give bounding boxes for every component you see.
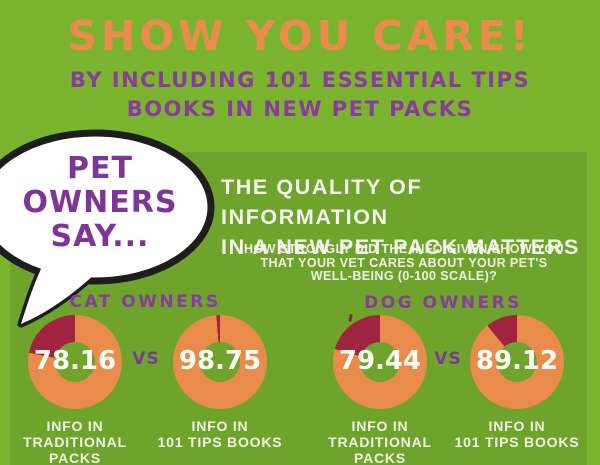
dog-traditional-donut-chart: 79.44 — [333, 315, 427, 409]
cat-owners-heading: CAT OWNERS — [69, 292, 221, 312]
cat-traditional-label: INFO IN TRADITIONAL PACKS — [23, 418, 127, 465]
speech-bubble-icon — [0, 129, 215, 328]
cat-tipsbook-label: INFO IN 101 TIPS BOOKS — [157, 418, 283, 450]
dog-traditional-score: 79.44 — [338, 346, 422, 376]
dog-tipsbook-label: INFO IN 101 TIPS BOOKS — [454, 418, 580, 450]
quality-heading: THE QUALITY OF INFORMATION IN A NEW PET … — [221, 175, 580, 259]
dog-tipsbook-donut-chart: 89.12 — [470, 315, 564, 409]
donut-hole — [360, 342, 400, 382]
cat-traditional-column: 78.16 INFO IN TRADITIONAL PACKS — [5, 315, 145, 465]
cat-traditional-score: 78.16 — [33, 346, 117, 376]
donut-hole — [55, 342, 95, 382]
page-title: SHOW YOU CARE! — [67, 12, 533, 60]
cat-tipsbook-column: 98.75 INFO IN 101 TIPS BOOKS — [150, 315, 290, 450]
cat-tipsbook-donut-chart: 98.75 — [173, 315, 267, 409]
page-subtitle: BY INCLUDING 101 ESSENTIAL TIPS BOOKS IN… — [69, 68, 531, 121]
donut-hole — [497, 342, 537, 382]
speech-bubble-text: PET OWNERS SAY... — [22, 151, 178, 254]
dog-tipsbook-column: 89.12 INFO IN 101 TIPS BOOKS — [447, 315, 587, 450]
dog-traditional-column: 79.44 INFO IN TRADITIONAL PACKS — [310, 315, 450, 465]
dog-tipsbook-score: 89.12 — [475, 346, 559, 376]
cat-traditional-donut-chart: 78.16 — [28, 315, 122, 409]
dog-traditional-label: INFO IN TRADITIONAL PACKS — [328, 418, 432, 465]
dog-vs-label: VS — [434, 349, 462, 369]
dog-owners-heading: DOG OWNERS — [364, 293, 522, 313]
cat-vs-label: VS — [132, 349, 160, 369]
cat-tipsbook-score: 98.75 — [178, 346, 262, 376]
donut-hole — [200, 342, 240, 382]
quality-question: HOW STRONGLY DID THE INFO GIVEN SHOW YOU… — [244, 242, 564, 283]
